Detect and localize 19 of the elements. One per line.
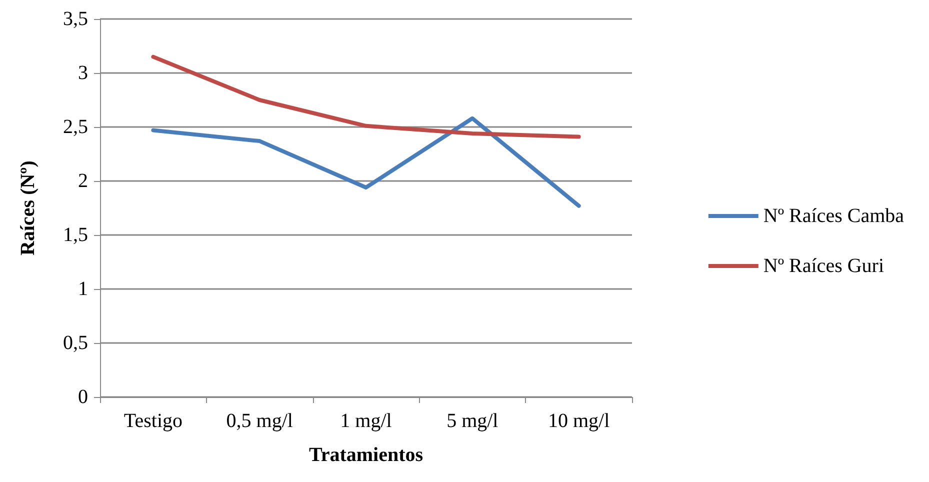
y-tick-label: 0,5 <box>63 332 88 354</box>
line-series <box>151 116 581 208</box>
x-tick-label: 1 mg/l <box>340 410 392 432</box>
x-tick-label: 0,5 mg/l <box>226 410 294 432</box>
legend-label: Nº Raíces Camba <box>763 205 904 227</box>
x-axis-title: Tratamientos <box>308 444 424 466</box>
line-series <box>151 54 581 139</box>
x-tick-label: Testigo <box>124 410 182 432</box>
y-tick-label: 2 <box>78 170 88 192</box>
y-tick-label: 3 <box>78 62 88 84</box>
y-axis-title: Raíces (Nº) <box>17 160 39 256</box>
y-tick-label: 0 <box>78 386 88 408</box>
x-tick-label: 10 mg/l <box>548 410 610 432</box>
y-tick-label: 1,5 <box>63 224 88 246</box>
y-tick-label: 2,5 <box>63 116 88 138</box>
y-tick-label: 1 <box>78 278 88 300</box>
legend-label: Nº Raíces Guri <box>763 255 884 277</box>
x-tick-label: 5 mg/l <box>446 410 499 432</box>
y-tick-label: 3,5 <box>63 8 88 30</box>
